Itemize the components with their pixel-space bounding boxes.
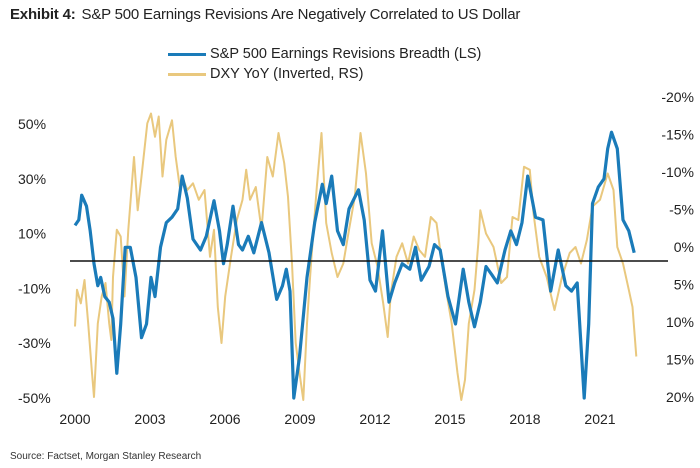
- right-tick-label: 10%: [666, 314, 694, 330]
- legend-item-dxy: DXY YoY (Inverted, RS): [168, 64, 481, 84]
- right-tick-label: -20%: [661, 89, 694, 105]
- legend-item-eps-revisions: S&P 500 Earnings Revisions Breadth (LS): [168, 44, 481, 64]
- right-tick-label: 0%: [674, 239, 694, 255]
- series-line-eps-revisions: [73, 130, 636, 400]
- legend: S&P 500 Earnings Revisions Breadth (LS) …: [168, 44, 481, 84]
- legend-swatch-gold: [168, 72, 206, 76]
- left-tick-label: -50%: [18, 390, 51, 406]
- source-note: Source: Factset, Morgan Stanley Research: [10, 451, 202, 462]
- left-tick-label: -10%: [18, 280, 51, 296]
- left-tick-label: 30%: [18, 171, 46, 187]
- right-tick-label: -5%: [669, 202, 694, 218]
- x-tick-label: 2003: [134, 411, 165, 427]
- right-tick-label: 5%: [674, 277, 694, 293]
- series-line-dxy: [74, 112, 638, 401]
- legend-label: S&P 500 Earnings Revisions Breadth (LS): [210, 46, 482, 62]
- x-tick-label: 2012: [359, 411, 390, 427]
- right-tick-label: -10%: [661, 164, 694, 180]
- x-tick-label: 2015: [434, 411, 465, 427]
- title-text: S&P 500 Earnings Revisions Are Negativel…: [81, 6, 521, 23]
- right-tick-label: -15%: [661, 127, 694, 143]
- x-tick-label: 2009: [284, 411, 315, 427]
- exhibit-label: Exhibit 4:: [10, 6, 76, 23]
- left-tick-label: -30%: [18, 335, 51, 351]
- left-tick-label: 10%: [18, 226, 46, 242]
- x-tick-label: 2018: [509, 411, 540, 427]
- x-tick-label: 2021: [584, 411, 615, 427]
- x-tick-label: 2000: [59, 411, 90, 427]
- left-tick-label: 50%: [18, 116, 46, 132]
- right-tick-label: 15%: [666, 352, 694, 368]
- chart-title: Exhibit 4: S&P 500 Earnings Revisions Are…: [10, 6, 520, 23]
- x-tick-label: 2006: [209, 411, 240, 427]
- legend-swatch-blue: [168, 52, 206, 56]
- right-tick-label: 20%: [666, 389, 694, 405]
- legend-label: DXY YoY (Inverted, RS): [210, 66, 364, 82]
